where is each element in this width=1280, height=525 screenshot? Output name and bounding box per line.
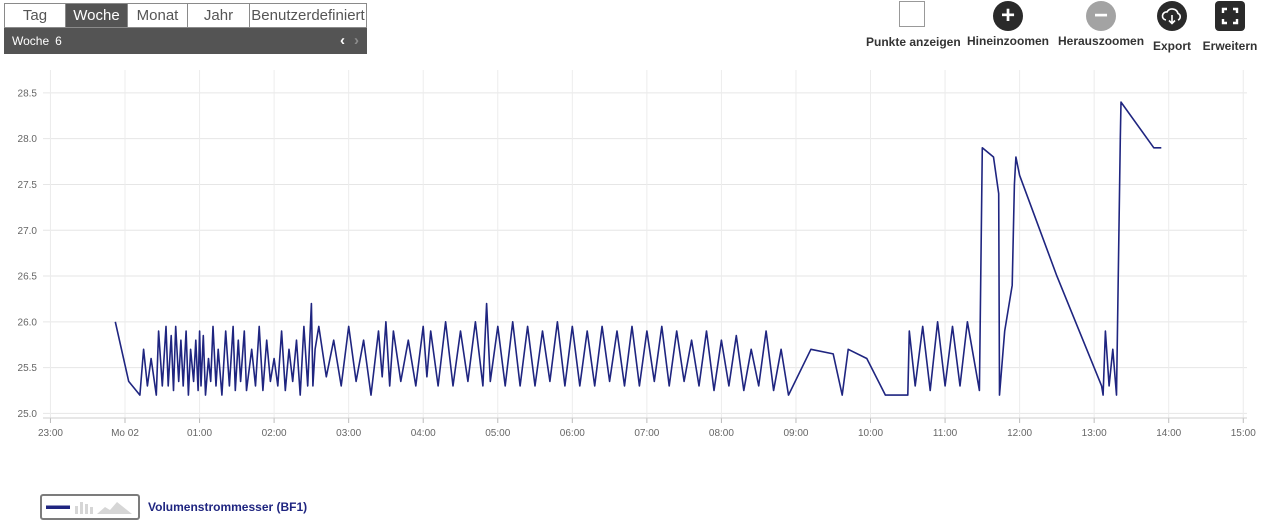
x-tick-label: 09:00 <box>783 428 808 439</box>
x-tick-label: 14:00 <box>1156 428 1181 439</box>
x-tick-label: 02:00 <box>262 428 287 439</box>
series-line <box>114 101 1162 396</box>
period-number: 6 <box>55 34 62 48</box>
show-points-toggle[interactable]: Punkte anzeigen <box>866 0 961 49</box>
x-tick-label: 11:00 <box>933 428 958 439</box>
tab-day[interactable]: Tag <box>5 4 66 27</box>
period-tabs: Tag Woche Monat Jahr Benutzerdefiniert <box>4 3 367 28</box>
expand-label: Erweitern <box>1202 39 1258 53</box>
zoom-in-button[interactable]: + Hineinzoomen <box>966 0 1050 48</box>
cloud-download-icon <box>1157 1 1187 31</box>
x-tick-label: 05:00 <box>485 428 510 439</box>
expand-button[interactable]: Erweitern <box>1200 0 1260 53</box>
minus-icon: − <box>1086 1 1116 31</box>
x-tick-label: 12:00 <box>1007 428 1032 439</box>
chevron-right-icon[interactable]: › <box>354 32 359 49</box>
x-tick-label: 23:00 <box>38 428 63 439</box>
line-chart: 25.0 25.5 26.0 26.5 27.0 27.5 28.0 28.5 23:00 Mo … <box>18 70 1256 439</box>
y-tick-label: 25.5 <box>18 363 38 374</box>
legend-toggle[interactable] <box>40 494 140 520</box>
legend-area-icon <box>97 502 132 514</box>
x-tick-label: 06:00 <box>560 428 585 439</box>
x-tick-label: 03:00 <box>336 428 361 439</box>
x-tick-label: 15:00 <box>1231 428 1256 439</box>
zoom-out-button[interactable]: − Herauszoomen <box>1058 0 1144 48</box>
tab-custom[interactable]: Benutzerdefiniert <box>251 7 365 24</box>
x-tick-label: 08:00 <box>709 428 734 439</box>
checkbox-icon[interactable] <box>899 1 925 27</box>
show-points-label: Punkte anzeigen <box>866 35 961 49</box>
y-tick-label: 28.5 <box>18 88 38 99</box>
zoom-out-label: Herauszoomen <box>1058 34 1145 48</box>
y-tick-label: 27.5 <box>18 180 38 191</box>
chevron-left-icon[interactable]: ‹ <box>340 32 345 49</box>
tab-year[interactable]: Jahr <box>188 4 250 27</box>
chart-legend: Volumenstrommesser (BF1) <box>40 494 307 520</box>
period-label: Woche <box>12 34 50 48</box>
x-tick-label: 04:00 <box>411 428 436 439</box>
y-tick-label: 28.0 <box>18 134 38 145</box>
x-tick-label: 10:00 <box>858 428 883 439</box>
plus-icon: + <box>993 1 1023 31</box>
x-tick-label: 01:00 <box>187 428 212 439</box>
export-button[interactable]: Export <box>1150 0 1194 53</box>
tab-week[interactable]: Woche <box>66 4 128 27</box>
x-tick-label: 07:00 <box>634 428 659 439</box>
fullscreen-icon <box>1215 1 1245 31</box>
x-tick-label: Mo 02 <box>111 428 139 439</box>
legend-bars-icon <box>75 502 93 514</box>
legend-label: Volumenstrommesser (BF1) <box>148 500 308 514</box>
export-label: Export <box>1152 39 1191 53</box>
period-selector: Woche 6 ‹ › <box>4 28 367 54</box>
y-tick-label: 27.0 <box>18 226 38 237</box>
zoom-in-label: Hineinzoomen <box>966 34 1049 48</box>
x-tick-label: 13:00 <box>1082 428 1107 439</box>
y-tick-label: 26.0 <box>18 317 38 328</box>
y-tick-label: 26.5 <box>18 272 38 283</box>
tab-month[interactable]: Monat <box>128 4 188 27</box>
legend-line-icon <box>46 505 70 509</box>
y-tick-label: 25.0 <box>18 409 38 420</box>
